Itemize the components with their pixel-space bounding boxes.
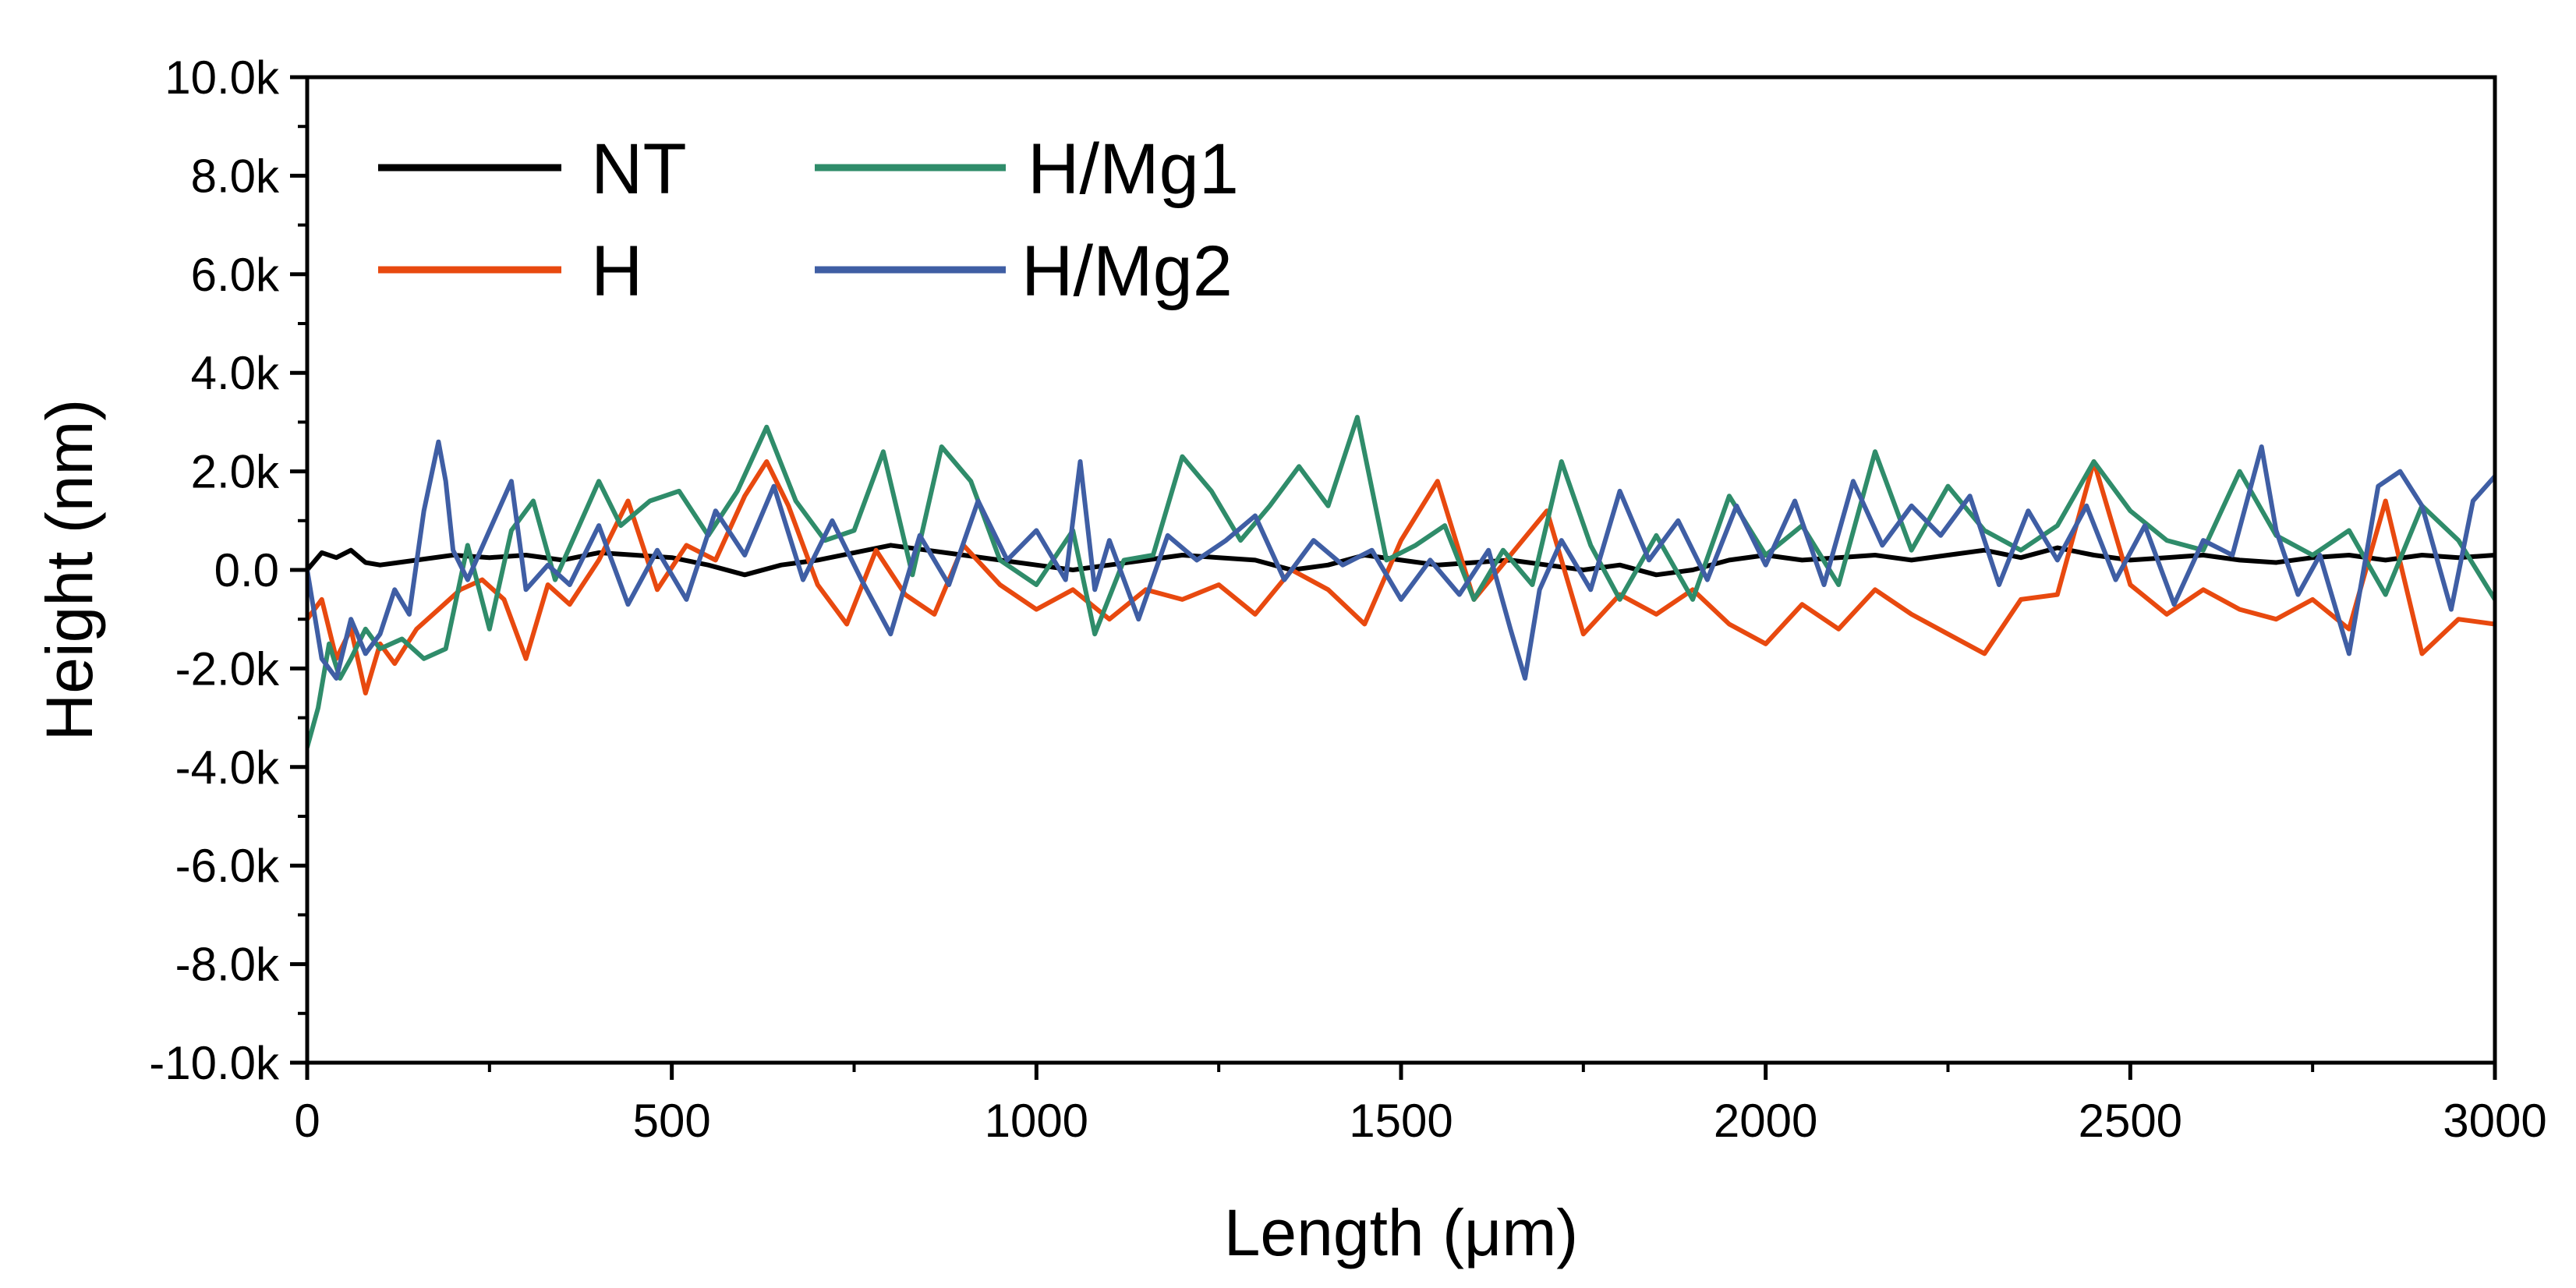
y-tick-label: 4.0k bbox=[191, 347, 280, 399]
x-tick-label: 1500 bbox=[1349, 1095, 1453, 1147]
x-tick-label: 2000 bbox=[1714, 1095, 1817, 1147]
x-axis-title: Length (μm) bbox=[1224, 1196, 1579, 1269]
series-line-nt bbox=[307, 543, 2495, 578]
series-line-h bbox=[307, 459, 2495, 695]
series-line-h-mg2 bbox=[307, 439, 2495, 681]
y-tick-label: 2.0k bbox=[191, 446, 280, 498]
legend-label-h-mg1: H/Mg1 bbox=[1028, 129, 1239, 209]
y-tick-label: 6.0k bbox=[191, 249, 280, 301]
y-tick-label: -10.0k bbox=[149, 1037, 280, 1089]
y-axis: -10.0k -8.0k -6.0k -4.0k -2.0k 0.0 2.0k 4.0k 6.0… bbox=[149, 51, 307, 1089]
y-tick-label: 0.0 bbox=[214, 544, 279, 596]
y-tick-label: -6.0k bbox=[175, 840, 280, 892]
legend-label-nt: NT bbox=[591, 129, 687, 209]
y-tick-label: 8.0k bbox=[191, 150, 280, 202]
plot-frame bbox=[305, 75, 2497, 1065]
x-tick-label: 0 bbox=[294, 1095, 320, 1147]
x-tick-label: 3000 bbox=[2443, 1095, 2546, 1147]
legend: NT H H/Mg1 H/Mg2 bbox=[378, 129, 1239, 311]
y-tick-label: 10.0k bbox=[165, 51, 280, 104]
legend-label-h-mg2: H/Mg2 bbox=[1021, 232, 1233, 311]
x-tick-label: 500 bbox=[633, 1095, 711, 1147]
series-line-h-mg1 bbox=[307, 415, 2495, 750]
series-layer bbox=[307, 415, 2495, 750]
x-tick-label: 2500 bbox=[2079, 1095, 2182, 1147]
y-tick-label: -8.0k bbox=[175, 939, 280, 991]
y-tick-label: -4.0k bbox=[175, 741, 280, 794]
y-tick-label: -2.0k bbox=[175, 642, 280, 695]
x-axis: 0 500 1000 1500 2000 2500 3000 bbox=[294, 1063, 2547, 1147]
y-axis-title: Height (nm) bbox=[33, 399, 106, 741]
x-tick-label: 1000 bbox=[985, 1095, 1088, 1147]
legend-label-h: H bbox=[591, 232, 642, 311]
